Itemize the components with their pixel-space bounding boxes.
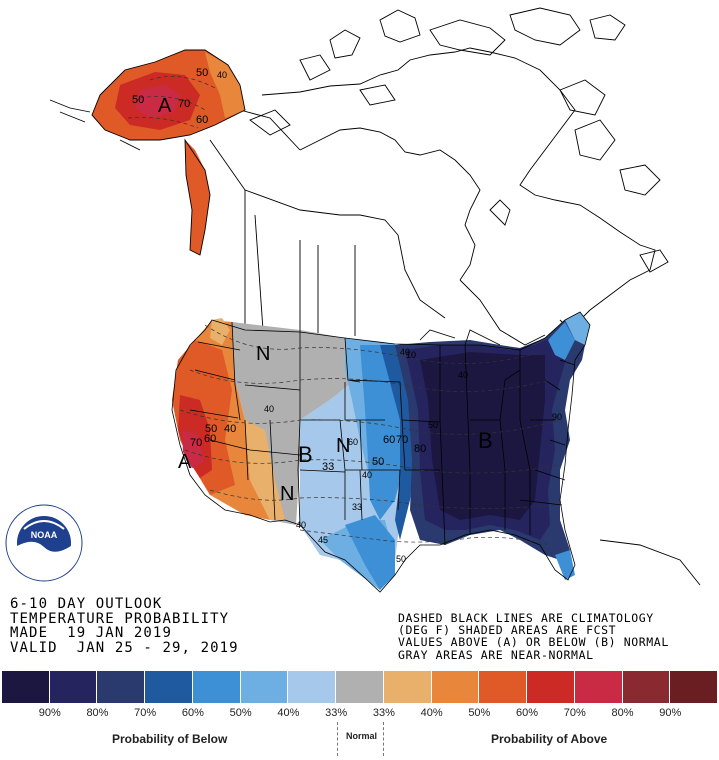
legend-tick-label: 90% xyxy=(38,707,61,719)
contour-label: 80 xyxy=(414,443,426,455)
title-line-2: TEMPERATURE PROBABILITY xyxy=(10,610,230,627)
contour-label: 33 xyxy=(322,461,334,473)
outlook-map: A 50 40 70 50 60 xyxy=(5,7,701,593)
outlook-title-block: 6-10 DAY OUTLOOK TEMPERATURE PROBABILITY M… xyxy=(10,597,239,655)
legend-swatch xyxy=(145,671,193,703)
normal-divider-left xyxy=(337,722,338,756)
contour-label: 50 xyxy=(132,94,144,106)
legend-tick-label: 90% xyxy=(659,707,682,719)
contour-label: 60 xyxy=(348,437,358,447)
probability-color-legend xyxy=(2,671,719,703)
legend-swatch xyxy=(336,671,384,703)
contour-label: 50 xyxy=(372,456,384,468)
legend-tick-label: 60% xyxy=(181,707,204,719)
legend-swatch xyxy=(383,671,432,703)
noaa-logo: NOAA xyxy=(5,504,83,582)
contour-label: 40 xyxy=(362,470,372,480)
conus-shading xyxy=(172,312,590,590)
legend-tick-label: 70% xyxy=(134,707,157,719)
note-line-2: (DEG F) SHADED AREAS ARE FCST xyxy=(398,623,617,638)
alaska-region: A 50 40 70 50 60 xyxy=(49,49,246,256)
legend-tick-label: 40% xyxy=(420,707,443,719)
contour-label: 40 xyxy=(217,70,227,80)
legend-tick-label: 60% xyxy=(516,707,539,719)
note-line-3: VALUES ABOVE (A) OR BELOW (B) NORMAL xyxy=(398,635,669,650)
legend-tick-label: 50% xyxy=(229,707,252,719)
legend-tick-label: 80% xyxy=(611,707,634,719)
contour-label: 70 xyxy=(396,434,408,446)
legend-tick-labels: 90% 80% 70% 60% 50% 40% 33% 33% 40% 50% 60% 70% 80% 9… xyxy=(2,707,718,719)
contour-label: 50 xyxy=(196,67,208,79)
legend-note-block: DASHED BLACK LINES ARE CLIMATOLOGY (DEG F… xyxy=(398,612,669,661)
contour-label: 50 xyxy=(396,554,406,564)
contour-label: 70 xyxy=(178,98,190,110)
legend-tick-label: 40% xyxy=(277,707,300,719)
alaska-label-a: A xyxy=(158,95,172,117)
note-line-4: GRAY AREAS ARE NEAR-NORMAL xyxy=(398,647,594,662)
california-label-a: A xyxy=(178,451,192,473)
title-line-3: MADE 19 JAN 2019 xyxy=(10,625,172,641)
contour-label: 60 xyxy=(196,114,208,126)
climatology-lines xyxy=(179,324,561,546)
legend-swatch xyxy=(240,671,289,703)
central-label-n: N xyxy=(336,435,350,457)
legend-tick-label: 70% xyxy=(563,707,586,719)
legend-swatch xyxy=(622,671,671,703)
us-labels: A B B N N N 50 40 70 60 40 33 40 50 60 7… xyxy=(178,343,562,564)
title-line-4: VALID JAN 25 - 29, 2019 xyxy=(10,639,239,656)
legend-swatch xyxy=(192,671,241,703)
contour-label: 10 xyxy=(406,350,416,360)
state-boundaries xyxy=(171,311,591,593)
central-label-b: B xyxy=(298,442,313,467)
normal-label: Normal xyxy=(346,731,378,741)
legend-tick-label: 80% xyxy=(86,707,109,719)
contour-label: 33 xyxy=(352,502,362,512)
legend-swatch xyxy=(670,671,719,703)
southwest-label-n: N xyxy=(280,483,294,505)
north-label-n: N xyxy=(256,343,270,365)
legend-swatch xyxy=(2,671,50,703)
contour-label: 60 xyxy=(204,433,216,445)
contour-label: 40 xyxy=(264,404,274,414)
note-line-1: DASHED BLACK LINES ARE CLIMATOLOGY xyxy=(398,611,654,625)
normal-divider-right xyxy=(383,722,384,756)
legend-tick-label: 50% xyxy=(468,707,491,719)
legend-swatch xyxy=(574,671,623,703)
contour-label: 45 xyxy=(318,535,328,545)
legend-swatch xyxy=(288,671,337,703)
legend-swatch xyxy=(97,671,146,703)
contour-label: 90 xyxy=(552,412,562,422)
contour-label: 40 xyxy=(458,370,468,380)
contour-label: 50 xyxy=(205,423,217,435)
noaa-logo-text: NOAA xyxy=(31,530,58,540)
legend-swatch xyxy=(479,671,528,703)
contour-label: 50 xyxy=(428,420,438,430)
probability-of-above-label: Probability of Above xyxy=(491,732,608,746)
legend-tick-label: 33% xyxy=(325,707,348,719)
contour-label: 40 xyxy=(400,347,410,357)
title-line-1: 6-10 DAY OUTLOOK xyxy=(10,596,163,612)
canada-outline xyxy=(209,7,701,586)
legend-swatch xyxy=(527,671,575,703)
probability-of-below-label: Probability of Below xyxy=(112,732,228,746)
legend-tick-label: 33% xyxy=(372,707,395,719)
legend-swatch xyxy=(49,671,98,703)
contour-label: 40 xyxy=(296,520,306,530)
contour-label: 40 xyxy=(224,423,236,435)
east-label-b: B xyxy=(478,428,493,453)
contour-label: 60 xyxy=(383,434,395,446)
legend-swatch xyxy=(431,671,480,703)
contour-label: 70 xyxy=(190,437,202,449)
